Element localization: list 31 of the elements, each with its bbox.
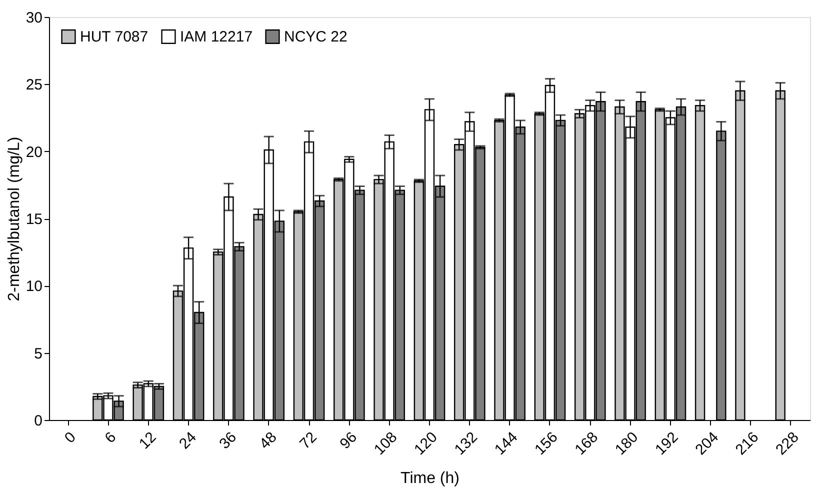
- x-tick-label: 108: [370, 428, 401, 459]
- x-tick-label: 0: [61, 428, 80, 447]
- x-tick-label: 156: [532, 428, 562, 459]
- y-tick-label: 20: [26, 144, 42, 161]
- x-tick-label: 48: [256, 428, 280, 453]
- y-tick-label: 5: [34, 345, 42, 362]
- y-tick-label: 10: [26, 278, 42, 296]
- x-tick-label: 72: [296, 428, 320, 453]
- y-tick-label: 25: [26, 76, 42, 94]
- y-tick-label: 30: [26, 10, 42, 26]
- x-tick-label: 192: [652, 428, 682, 459]
- legend-label: IAM 12217: [180, 28, 253, 46]
- x-tick-label: 204: [692, 428, 722, 459]
- x-tick-label: 132: [451, 428, 481, 459]
- legend-label: NCYC 22: [284, 28, 348, 46]
- legend-label: HUT 7087: [80, 28, 148, 46]
- x-tick-label: 36: [216, 428, 240, 453]
- y-tick-label: 15: [26, 211, 42, 228]
- x-tick-label: 228: [772, 428, 802, 459]
- x-tick-label: 168: [572, 428, 602, 459]
- x-tick-label: 180: [612, 428, 642, 459]
- y-tick-label: 0: [34, 412, 42, 430]
- x-tick-label: 216: [732, 428, 762, 459]
- x-tick-label: 12: [136, 428, 160, 453]
- x-tick-label: 144: [491, 428, 522, 459]
- x-tick-label: 120: [411, 428, 441, 459]
- x-tick-label: 6: [102, 428, 120, 447]
- x-tick-label: 24: [176, 428, 200, 453]
- x-axis-title: Time (h): [400, 470, 460, 487]
- x-tick-label: 96: [336, 428, 360, 453]
- y-axis-title: 2-methylbutanol (mg/L): [6, 136, 23, 302]
